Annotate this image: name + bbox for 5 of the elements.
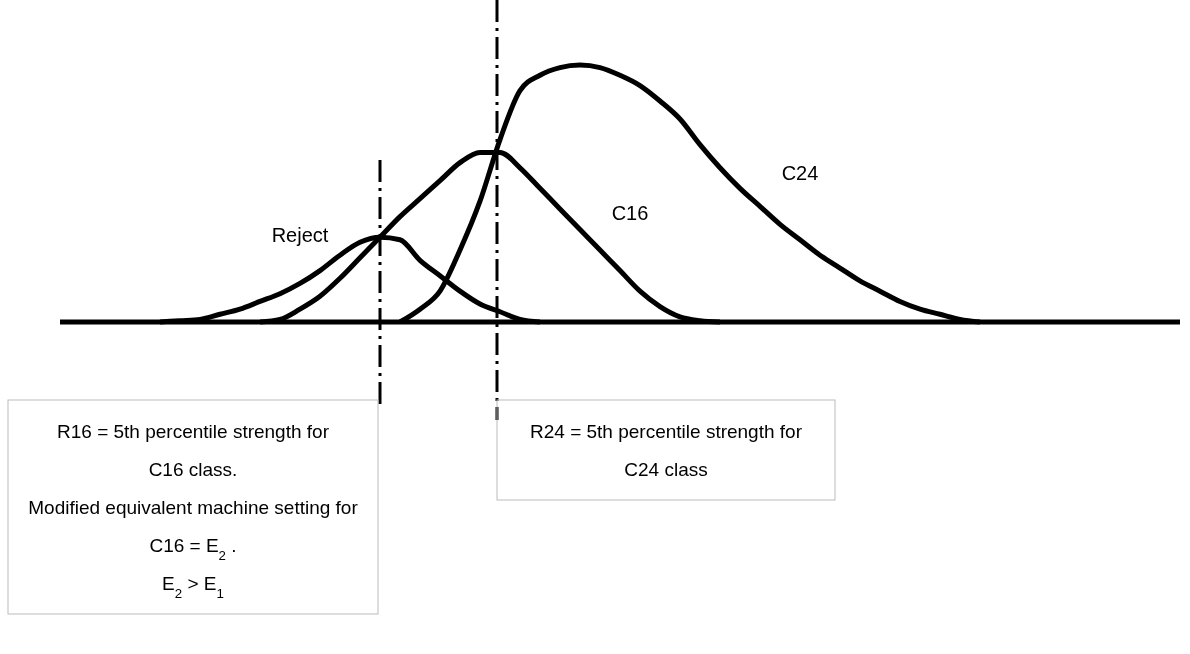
series-label: C16 (611, 202, 649, 225)
text: R16 = 5th percentile strength for C16 class. Modified equivalent machine setting for C16 = E$_{2}$. E$_{2}$ > E$_{1}$ (28, 421, 358, 601)
series-label: Reject (271, 224, 329, 247)
series-label: C24 (781, 162, 819, 184)
text: R24 = 5th percentile strength for C24 class (530, 421, 803, 480)
